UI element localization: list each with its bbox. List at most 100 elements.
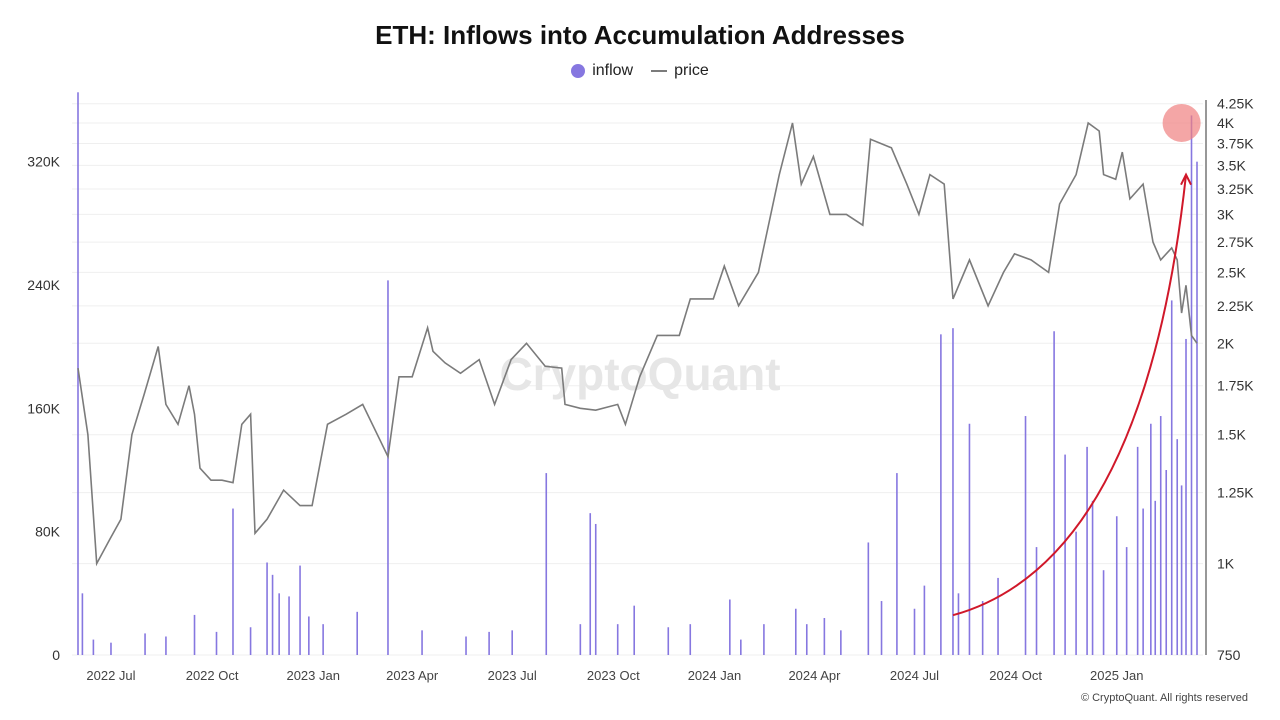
inflow-bar: [913, 608, 916, 655]
inflow-bar: [763, 624, 765, 655]
inflow-bar: [1075, 531, 1077, 655]
y-right-tick-label: 4K: [1217, 115, 1235, 131]
y-left-tick-label: 320K: [27, 154, 60, 170]
x-tick-label: 2023 Jan: [286, 668, 340, 683]
inflow-bar: [940, 334, 942, 655]
inflow-bar: [271, 574, 274, 655]
inflow-bar: [740, 639, 742, 655]
legend: inflow price: [0, 62, 1280, 80]
inflow-bar: [1170, 300, 1173, 655]
inflow-bar: [923, 585, 926, 655]
inflow-bar: [594, 523, 597, 655]
inflow-bar: [1136, 446, 1139, 655]
inflow-bar: [729, 599, 731, 655]
legend-item-price[interactable]: price: [651, 62, 709, 80]
inflow-bar: [144, 633, 146, 655]
y-right-tick-label: 3.75K: [1217, 135, 1254, 151]
y-right-tick-label: 1.25K: [1217, 485, 1254, 501]
y-right-tick-label: 750: [1217, 647, 1241, 663]
annotations: [952, 103, 1201, 617]
y-left-tick-label: 240K: [27, 277, 60, 293]
inflow-bar: [81, 593, 84, 655]
price-series-line: [77, 121, 1198, 567]
inflow-bar: [880, 601, 883, 655]
inflow-bar: [981, 601, 984, 655]
inflow-bar: [579, 624, 582, 655]
inflow-bar: [957, 593, 960, 655]
x-tick-label: 2022 Jul: [86, 668, 135, 683]
y-left-tick-label: 0: [52, 647, 60, 663]
y-right-tick-label: 3.5K: [1217, 157, 1246, 173]
legend-swatch-inflow: [571, 64, 586, 78]
axes: 750 1K 1.25K 1.5K 1.75K 2K 2.25K 2.5K 2.75K 3K 3.2…: [27, 96, 1254, 683]
legend-item-inflow[interactable]: inflow: [571, 62, 633, 80]
y-right-tick-label: 3K: [1217, 206, 1235, 222]
inflow-bar: [633, 605, 636, 655]
growth-arrowhead: [1180, 172, 1192, 186]
y-right-tick-label: 1K: [1217, 556, 1235, 572]
inflow-bar: [1064, 454, 1066, 655]
x-tick-label: 2022 Oct: [186, 668, 239, 683]
inflow-bar: [1024, 416, 1027, 655]
inflow-bar: [488, 631, 490, 655]
legend-swatch-price: [651, 70, 668, 72]
copyright: © CryptoQuant. All rights reserved: [1080, 692, 1248, 704]
inflow-bar: [545, 473, 548, 655]
inflow-bar: [421, 630, 423, 655]
inflow-bar: [77, 92, 79, 655]
inflow-bar: [465, 636, 467, 655]
inflow-bar: [110, 642, 112, 655]
inflow-bar: [299, 565, 301, 655]
y-right-tick-label: 2.5K: [1217, 264, 1246, 280]
x-tick-label: 2023 Apr: [386, 668, 439, 683]
x-tick-label: 2024 Apr: [788, 668, 841, 683]
inflow-bars: [77, 92, 1198, 655]
inflow-bar: [997, 577, 999, 655]
inflow-bar: [1190, 115, 1193, 655]
inflow-bar: [1115, 516, 1118, 655]
inflow-bar: [1196, 161, 1198, 655]
inflow-bar: [288, 596, 290, 655]
legend-label-price: price: [674, 62, 709, 79]
x-tick-label: 2025 Jan: [1090, 668, 1144, 683]
inflow-bar: [1091, 500, 1094, 655]
y-right-tick-label: 2K: [1217, 335, 1235, 351]
x-tick-label: 2024 Jan: [688, 668, 742, 683]
inflow-bar: [1159, 416, 1162, 655]
inflow-bar: [840, 630, 842, 655]
inflow-bar: [896, 473, 898, 655]
y-left-tick-label: 80K: [35, 524, 61, 540]
inflow-bar: [823, 618, 826, 655]
inflow-bar: [322, 624, 324, 655]
price-line: [77, 121, 1198, 567]
growth-arrow: [952, 174, 1188, 617]
inflow-bar: [511, 630, 513, 655]
inflow-bar: [1185, 338, 1187, 655]
inflow-bar: [1165, 470, 1168, 655]
highlight-circle: [1162, 103, 1201, 142]
inflow-bar: [1176, 439, 1179, 655]
x-tick-label: 2024 Oct: [989, 668, 1042, 683]
y-right-tick-label: 4.25K: [1217, 96, 1254, 112]
inflow-bar: [266, 562, 268, 655]
inflow-bar: [232, 508, 234, 655]
y-right-tick-label: 3.25K: [1217, 181, 1254, 197]
x-tick-label: 2023 Oct: [587, 668, 640, 683]
y-right-tick-label: 1.75K: [1217, 378, 1254, 394]
x-tick-label: 2023 Jul: [488, 668, 537, 683]
inflow-bar: [356, 611, 359, 655]
y-right-tick-label: 2.75K: [1217, 234, 1254, 250]
inflow-bar: [1053, 331, 1055, 655]
inflow-bar: [1125, 547, 1128, 655]
inflow-bar: [193, 614, 196, 655]
inflow-bar: [794, 608, 797, 655]
inflow-bar: [1180, 485, 1183, 655]
legend-label-inflow: inflow: [592, 62, 634, 79]
inflow-bar: [1035, 547, 1038, 655]
inflow-bar: [1102, 570, 1105, 655]
inflow-bar: [1142, 508, 1144, 655]
inflow-bar: [1150, 423, 1152, 655]
inflow-bar: [249, 627, 252, 655]
chart-title: ETH: Inflows into Accumulation Addresses: [375, 20, 905, 50]
